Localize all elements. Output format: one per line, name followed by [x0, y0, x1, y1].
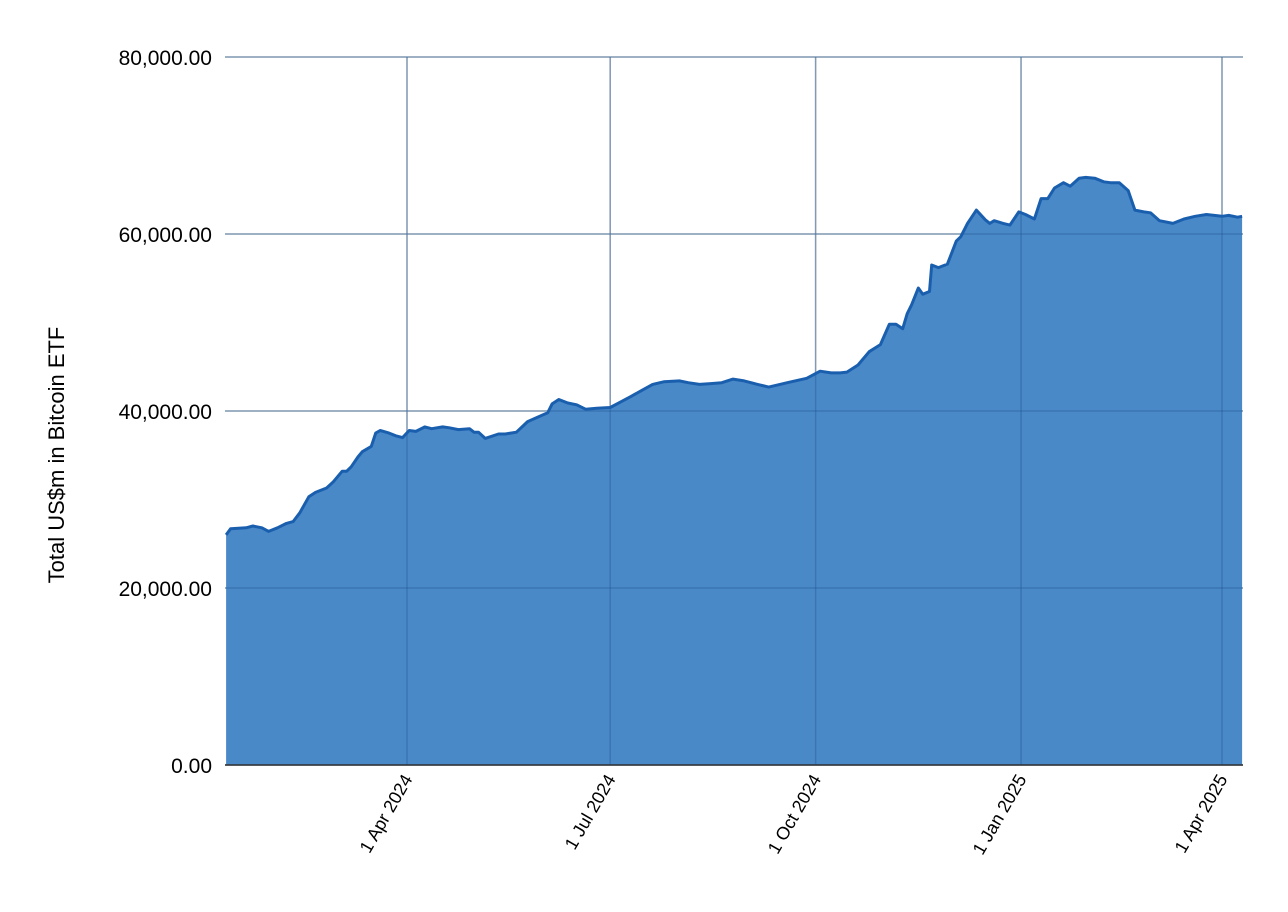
y-tick-label: 20,000.00: [119, 578, 212, 601]
x-tick-label: 1 Jan 2025: [969, 771, 1031, 858]
series-area: [226, 177, 1243, 765]
series-line: [224, 175, 1243, 536]
y-tick-label: 0.00: [171, 755, 212, 778]
y-tick-label: 60,000.00: [119, 224, 212, 247]
y-tick-label: 80,000.00: [119, 47, 212, 70]
x-tick-label: 1 Oct 2024: [764, 771, 825, 857]
x-tick-labels: 1 Apr 2024 1 Jul 2024 1 Oct 2024 1 Jan 2025…: [356, 771, 1232, 858]
y-tick-label: 40,000.00: [119, 401, 212, 424]
y-tick-labels: 0.00 20,000.00 40,000.00 60,000.00 80,000.00: [119, 47, 212, 778]
y-axis-label: Total US$m in Bitcoin ETF: [44, 327, 69, 584]
x-tick-label: 1 Jul 2024: [561, 771, 620, 853]
x-tick-label: 1 Apr 2024: [356, 771, 417, 856]
x-tick-label: 1 Apr 2025: [1171, 771, 1232, 856]
